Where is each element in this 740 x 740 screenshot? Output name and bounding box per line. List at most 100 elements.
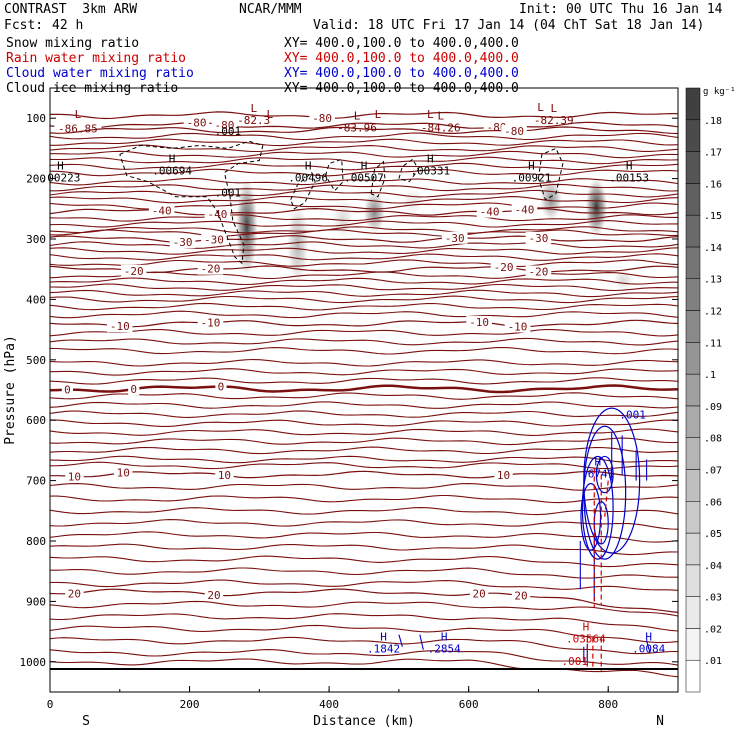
cloud-water-contour [595, 455, 614, 494]
isotherm-line [50, 507, 678, 516]
isotherm-line [50, 132, 678, 141]
isotherm-20 [50, 588, 678, 613]
extremum-letter: L [75, 108, 82, 121]
isotherm-line [50, 247, 678, 255]
colorbar-tick-label: .11 [704, 338, 722, 349]
isotherm-label: -30 [529, 232, 549, 245]
isotherm-label: -30 [204, 233, 224, 246]
colorbar-swatch [685, 532, 701, 566]
extremum-H: H.00331 [410, 152, 450, 177]
colorbar-swatch [685, 214, 701, 248]
isotherm-label: 20 [207, 589, 220, 602]
y-tick-label: 300 [26, 233, 46, 246]
extremum-letter: L [437, 109, 444, 122]
x-tick-label: 400 [319, 698, 339, 711]
colorbar-tick-label: .04 [704, 561, 722, 572]
colorbar-tick-label: .03 [704, 593, 722, 604]
extremum-H: H.03564 [566, 620, 606, 645]
isotherm-line [50, 401, 678, 409]
extremum-value: -84.26 [421, 121, 461, 134]
colorbar-swatch [685, 278, 701, 311]
isotherm-label: -10 [508, 320, 528, 333]
valid-time: Valid: 18 UTC Fri 17 Jan 14 (04 ChT Sat … [313, 18, 705, 33]
colorbar-tick-label: .09 [704, 402, 722, 413]
isotherm-label: -20 [124, 265, 144, 278]
rain-water-contour [604, 480, 609, 517]
contour-label: .001 [561, 655, 588, 668]
extremum-L: L [537, 101, 544, 114]
plot-frame [49, 87, 679, 693]
colorbar-tick-label: .15 [704, 211, 722, 222]
isotherm-0 [50, 384, 678, 394]
extremum-letter: H [427, 152, 434, 165]
colorbar-tick-label: .18 [704, 116, 722, 127]
colorbar-swatch [685, 87, 701, 121]
cloud-water-contour [583, 407, 641, 554]
colorbar-swatch [685, 151, 701, 184]
isotherm--10 [50, 319, 678, 328]
isotherm-line [50, 177, 678, 186]
y-tick-label: 1000 [20, 656, 47, 669]
isotherm-label: -10 [110, 320, 130, 333]
isotherm-label: -80 [215, 119, 235, 132]
extremum-value: -82.39 [534, 114, 574, 127]
extremum-L: L [375, 108, 382, 121]
contour-label: .001 [619, 408, 646, 421]
extremum-value: .6741 [581, 468, 614, 481]
isotherm-line [50, 410, 678, 418]
isotherm-line [50, 636, 678, 655]
xy-snow: XY= 400.0,100.0 to 400.0,400.0 [284, 36, 519, 51]
colorbar-swatch [685, 183, 701, 216]
model-title: CONTRAST 3km ARW [4, 2, 138, 17]
cloud-ice-contour [325, 158, 344, 192]
extremum-letter: H [441, 631, 448, 644]
isotherm-label: -30 [173, 236, 193, 249]
colorbar: .01 .02 .03 .04 .05 .06 .07 .08 .09 .1 .11 .12 .13 .1… [685, 87, 736, 693]
isotherm--30 [50, 235, 678, 243]
extremum-letter: L [550, 102, 557, 115]
isotherm-line [50, 483, 678, 491]
isotherm-label: 20 [68, 587, 81, 600]
isotherm-label: -10 [201, 317, 221, 330]
colorbar-tick-label: .01 [704, 656, 722, 667]
isotherm-line [50, 337, 678, 346]
extremum-value: .00223 [41, 172, 81, 185]
colorbar-unit: g kg⁻¹ [703, 87, 736, 97]
cloud-ice-contour [290, 171, 316, 210]
isotherm-line [50, 658, 678, 678]
isotherm-line [50, 229, 678, 237]
isotherm-line [50, 624, 678, 644]
isotherm-label: -20 [494, 261, 514, 274]
extremum-letter: L [250, 102, 257, 115]
colorbar-tick-label: .06 [704, 497, 722, 508]
isotherm-label: -20 [529, 266, 549, 279]
isotherm-line [50, 289, 678, 298]
isotherm--80 [50, 111, 678, 120]
x-tick-label: 800 [598, 698, 618, 711]
colorbar-swatch [685, 246, 701, 279]
isotherm-line [50, 226, 678, 234]
extremum-H: H.0084 [632, 631, 665, 656]
isotherm-line [50, 195, 678, 204]
cloud-ice-contour [537, 147, 564, 201]
extremum-value: .00694 [152, 164, 192, 177]
isotherm-line [50, 183, 678, 192]
extremum-H: H.1842 [367, 631, 400, 656]
colorbar-swatch [685, 564, 701, 597]
extremum-H: H.2854 [428, 631, 461, 656]
extremum-letter: L [354, 109, 361, 122]
colorbar-tick-label: .1 [704, 370, 716, 381]
extremum-L: L-82.3 [237, 102, 270, 127]
isotherm-line [50, 494, 678, 504]
isotherm-line [50, 241, 678, 249]
isotherm-line [50, 220, 678, 228]
isotherm-line [50, 346, 678, 355]
colorbar-swatch [685, 405, 701, 438]
extremum-letter: H [361, 160, 368, 173]
colorbar-tick-label: .17 [704, 148, 722, 159]
isotherm--80 [50, 126, 678, 135]
xy-cloud-water: XY= 400.0,100.0 to 400.0,400.0 [284, 66, 519, 81]
extremum-letter: H [57, 160, 64, 173]
colorbar-tick-label: .05 [704, 529, 722, 540]
